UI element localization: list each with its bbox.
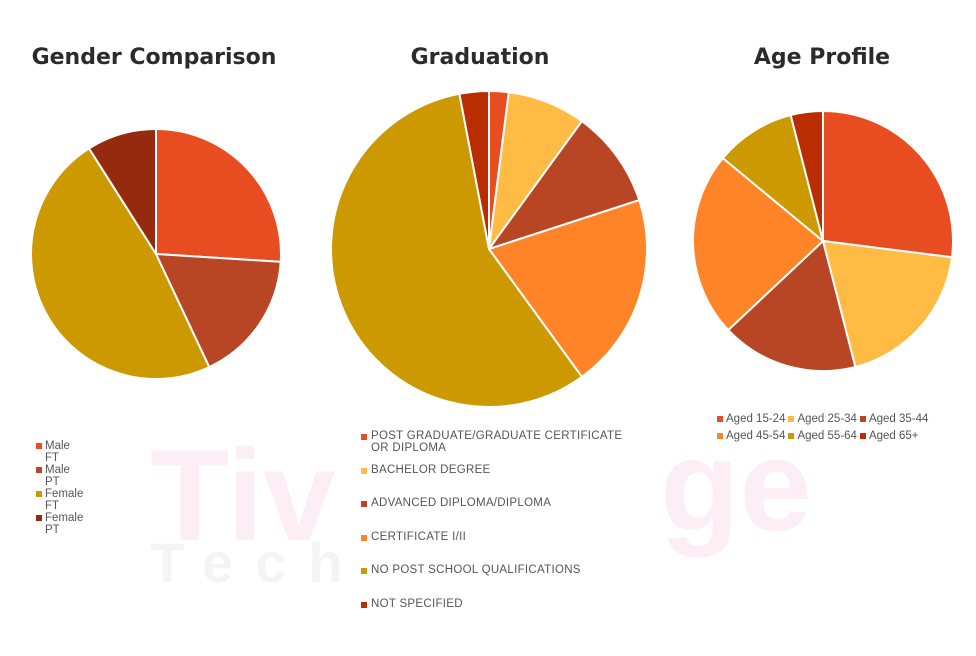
watermark: Tiv (150, 422, 336, 568)
legend-item: Male FT (36, 440, 83, 464)
legend-swatch (36, 467, 42, 473)
legend-item: NO POST SCHOOL QUALIFICATIONS (361, 564, 643, 598)
legend-item: Aged 65+ (859, 430, 919, 442)
legend-swatch (717, 433, 723, 439)
legend-label: NOT SPECIFIED (371, 597, 463, 610)
legend-swatch (361, 534, 367, 541)
legend-swatch (361, 568, 367, 575)
pie-slice-aged-25-34 (822, 240, 953, 368)
pie-slice-aged-15-24 (822, 110, 954, 259)
legend-swatch (361, 601, 367, 608)
legend-label: Aged 15-24 (726, 413, 786, 425)
legend-swatch (788, 416, 795, 422)
legend-item: Aged 35-44 (859, 413, 929, 425)
legend-item: NOT SPECIFIED (361, 598, 643, 632)
legend-item: POST GRADUATE/GRADUATE CERTIFICATE OR DI… (361, 430, 643, 464)
pie-slice-male-pt (155, 253, 282, 369)
graduation-legend: POST GRADUATE/GRADUATE CERTIFICATE OR DI… (361, 430, 643, 632)
pie-slice-female-ft (30, 147, 211, 380)
age-legend: Aged 15-24 Aged 25-34 Aged 35-44 Aged 45-54… (717, 413, 931, 447)
pie-slice-female-pt (88, 128, 157, 255)
legend-swatch (361, 434, 367, 440)
legend-item: Male PT (36, 464, 83, 488)
legend-swatch (717, 416, 723, 422)
legend-label: Female FT (45, 488, 84, 512)
legend-label: BACHELOR DEGREE (371, 463, 491, 476)
legend-item: Aged 25-34 (788, 413, 857, 425)
pie-slice-aged-35-44 (727, 240, 857, 372)
age-pie (692, 110, 954, 372)
legend-swatch (361, 467, 367, 474)
chart-title: Graduation (410, 45, 550, 70)
pie-slice-male-ft (155, 128, 282, 263)
pie-slice-advanced-diploma-diploma (488, 120, 641, 250)
legend-label: ADVANCED DIPLOMA/DIPLOMA (371, 497, 552, 510)
legend-item: Aged 15-24 (717, 413, 785, 425)
legend-label: Aged 65+ (868, 430, 919, 442)
chart-title: Gender Comparison (31, 45, 277, 70)
pie-slice-no-post-school-qualifications (330, 92, 583, 408)
legend-label: Aged 45-54 (726, 430, 786, 442)
legend-label: Male PT (45, 464, 70, 488)
legend-item: Aged 45-54 (717, 430, 785, 442)
legend-swatch (36, 491, 42, 497)
legend-swatch (859, 433, 866, 439)
legend-label: Aged 55-64 (797, 430, 857, 442)
watermark: Tech (150, 531, 365, 594)
pie-slice-aged-45-54 (692, 157, 824, 331)
legend-swatch (859, 416, 866, 422)
pie-slice-not-specified (458, 90, 490, 250)
legend-label: Male FT (45, 440, 70, 464)
legend-item: Female FT (36, 488, 83, 512)
chart-title: Age Profile (753, 45, 891, 70)
legend-label: POST GRADUATE/GRADUATE CERTIFICATE OR DI… (371, 430, 623, 454)
legend-item: Female PT (36, 512, 83, 536)
legend-swatch (361, 501, 367, 508)
legend-label: CERTIFICATE I/II (371, 530, 467, 543)
legend-swatch (788, 433, 795, 439)
pie-slice-aged-65 (789, 110, 824, 242)
legend-label: Female PT (45, 512, 84, 536)
legend-item: CERTIFICATE I/II (361, 531, 643, 565)
legend-item: ADVANCED DIPLOMA/DIPLOMA (361, 497, 643, 531)
legend-label: NO POST SCHOOL QUALIFICATIONS (371, 564, 581, 577)
graduation-pie (330, 90, 648, 408)
legend-item: Aged 55-64 (788, 430, 857, 442)
pie-slice-certificate-i-ii (488, 199, 648, 378)
legend-label: Aged 35-44 (868, 413, 929, 425)
gender-pie (30, 128, 282, 380)
gender-legend: Male FT Male PT Female FT Female PT (36, 440, 89, 536)
legend-label: Aged 25-34 (797, 413, 857, 425)
legend-swatch (36, 443, 42, 449)
legend-swatch (36, 515, 42, 521)
legend-item: BACHELOR DEGREE (361, 464, 643, 498)
